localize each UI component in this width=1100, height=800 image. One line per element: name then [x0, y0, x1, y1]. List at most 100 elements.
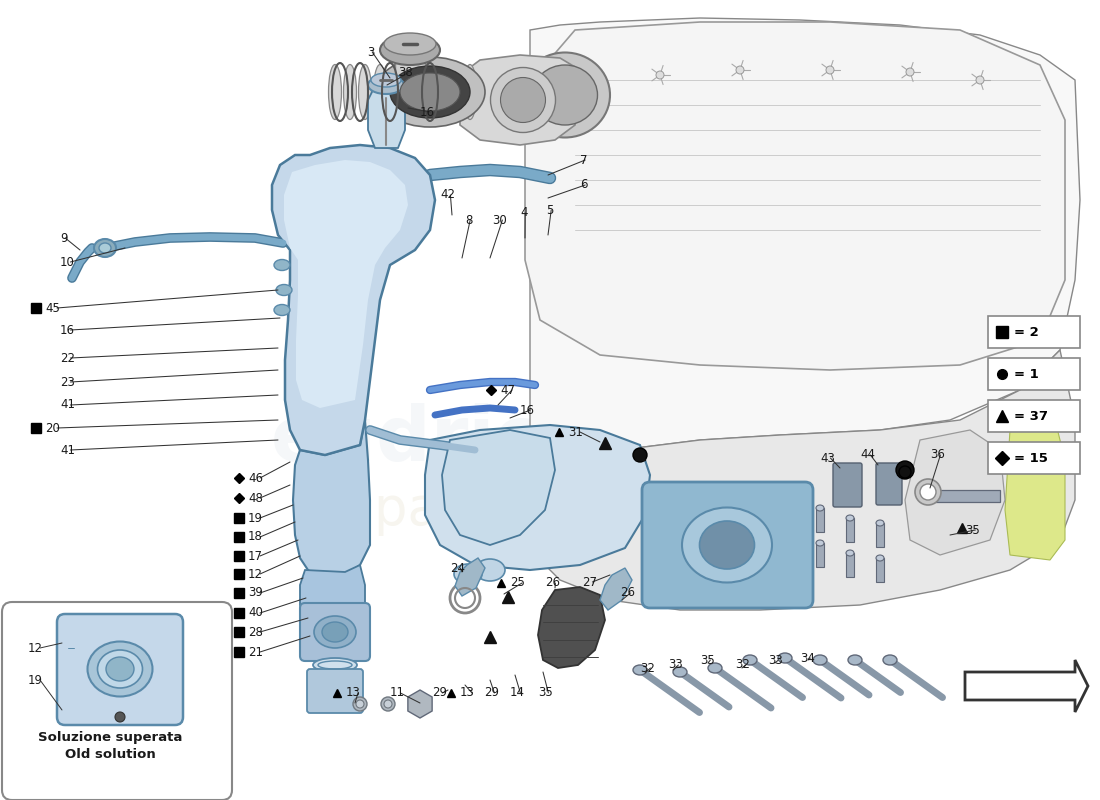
Ellipse shape — [371, 73, 402, 87]
Ellipse shape — [920, 484, 936, 500]
Text: 14: 14 — [510, 686, 525, 699]
Text: 33: 33 — [668, 658, 683, 671]
Text: 5: 5 — [546, 203, 553, 217]
Text: 22: 22 — [60, 351, 75, 365]
FancyBboxPatch shape — [307, 669, 363, 713]
Polygon shape — [272, 145, 434, 455]
Text: 28: 28 — [248, 626, 263, 638]
Ellipse shape — [742, 655, 757, 665]
Ellipse shape — [816, 505, 824, 511]
FancyBboxPatch shape — [833, 463, 862, 507]
Text: 6: 6 — [580, 178, 587, 191]
Text: 42: 42 — [440, 189, 455, 202]
Text: 32: 32 — [735, 658, 750, 671]
Text: 8: 8 — [465, 214, 472, 226]
Polygon shape — [538, 587, 605, 668]
Text: = 37: = 37 — [1014, 410, 1048, 422]
FancyBboxPatch shape — [300, 603, 370, 661]
FancyBboxPatch shape — [988, 400, 1080, 432]
Ellipse shape — [813, 655, 827, 665]
Ellipse shape — [384, 700, 392, 708]
Ellipse shape — [846, 550, 854, 556]
Ellipse shape — [106, 657, 134, 681]
Ellipse shape — [276, 285, 292, 295]
Text: 44: 44 — [860, 449, 875, 462]
Bar — [876, 523, 884, 547]
Ellipse shape — [418, 65, 431, 119]
Ellipse shape — [449, 65, 462, 119]
FancyBboxPatch shape — [988, 442, 1080, 474]
Polygon shape — [460, 55, 580, 145]
Text: 26: 26 — [620, 586, 635, 599]
Ellipse shape — [778, 653, 792, 663]
Ellipse shape — [475, 559, 505, 581]
Circle shape — [899, 466, 911, 478]
Text: 26: 26 — [544, 577, 560, 590]
Ellipse shape — [673, 667, 688, 677]
Polygon shape — [284, 160, 408, 408]
Text: 27: 27 — [582, 575, 597, 589]
Text: 12: 12 — [248, 567, 263, 581]
Text: 33: 33 — [768, 654, 783, 666]
Ellipse shape — [314, 658, 358, 672]
Ellipse shape — [846, 515, 854, 521]
Circle shape — [656, 71, 664, 79]
Text: = 2: = 2 — [1014, 326, 1038, 338]
Ellipse shape — [883, 655, 896, 665]
Ellipse shape — [384, 33, 436, 55]
FancyBboxPatch shape — [2, 602, 232, 800]
Circle shape — [896, 461, 914, 479]
Text: 16: 16 — [520, 403, 535, 417]
Polygon shape — [425, 425, 650, 570]
Circle shape — [632, 448, 647, 462]
Text: 36: 36 — [930, 449, 945, 462]
Text: 25: 25 — [510, 577, 525, 590]
Text: 21: 21 — [248, 646, 263, 658]
Polygon shape — [368, 85, 405, 148]
Ellipse shape — [454, 564, 482, 584]
FancyBboxPatch shape — [988, 358, 1080, 390]
Ellipse shape — [491, 67, 556, 133]
Text: 40: 40 — [248, 606, 263, 619]
Ellipse shape — [400, 73, 460, 111]
Ellipse shape — [353, 697, 367, 711]
Text: 41: 41 — [60, 398, 75, 411]
Ellipse shape — [343, 65, 356, 119]
Text: 19: 19 — [248, 511, 263, 525]
Ellipse shape — [99, 243, 111, 253]
Text: 47: 47 — [500, 383, 515, 397]
Circle shape — [826, 66, 834, 74]
Text: 29: 29 — [484, 686, 499, 699]
Ellipse shape — [329, 65, 341, 119]
Ellipse shape — [88, 642, 153, 697]
Text: 10: 10 — [60, 255, 75, 269]
Text: 48: 48 — [248, 491, 263, 505]
Text: 30: 30 — [492, 214, 507, 226]
Ellipse shape — [94, 239, 115, 257]
FancyBboxPatch shape — [876, 463, 902, 505]
Text: 3: 3 — [367, 46, 374, 58]
Ellipse shape — [848, 655, 862, 665]
Text: 41: 41 — [60, 443, 75, 457]
Ellipse shape — [876, 555, 884, 561]
Text: 34: 34 — [800, 651, 815, 665]
Ellipse shape — [390, 66, 470, 118]
Polygon shape — [293, 420, 370, 578]
Polygon shape — [905, 430, 1005, 555]
Ellipse shape — [379, 35, 440, 65]
Text: 38: 38 — [398, 66, 412, 79]
Text: 13: 13 — [346, 686, 361, 699]
Bar — [816, 508, 824, 532]
Circle shape — [906, 68, 914, 76]
Ellipse shape — [816, 540, 824, 546]
Text: 31: 31 — [568, 426, 583, 438]
Text: 13: 13 — [460, 686, 475, 699]
Text: 16: 16 — [60, 323, 75, 337]
Polygon shape — [455, 558, 485, 596]
Bar — [846, 518, 854, 542]
Text: 46: 46 — [248, 471, 263, 485]
Text: 32: 32 — [640, 662, 654, 674]
Ellipse shape — [682, 507, 772, 582]
Ellipse shape — [708, 663, 722, 673]
Text: 39: 39 — [248, 586, 263, 599]
